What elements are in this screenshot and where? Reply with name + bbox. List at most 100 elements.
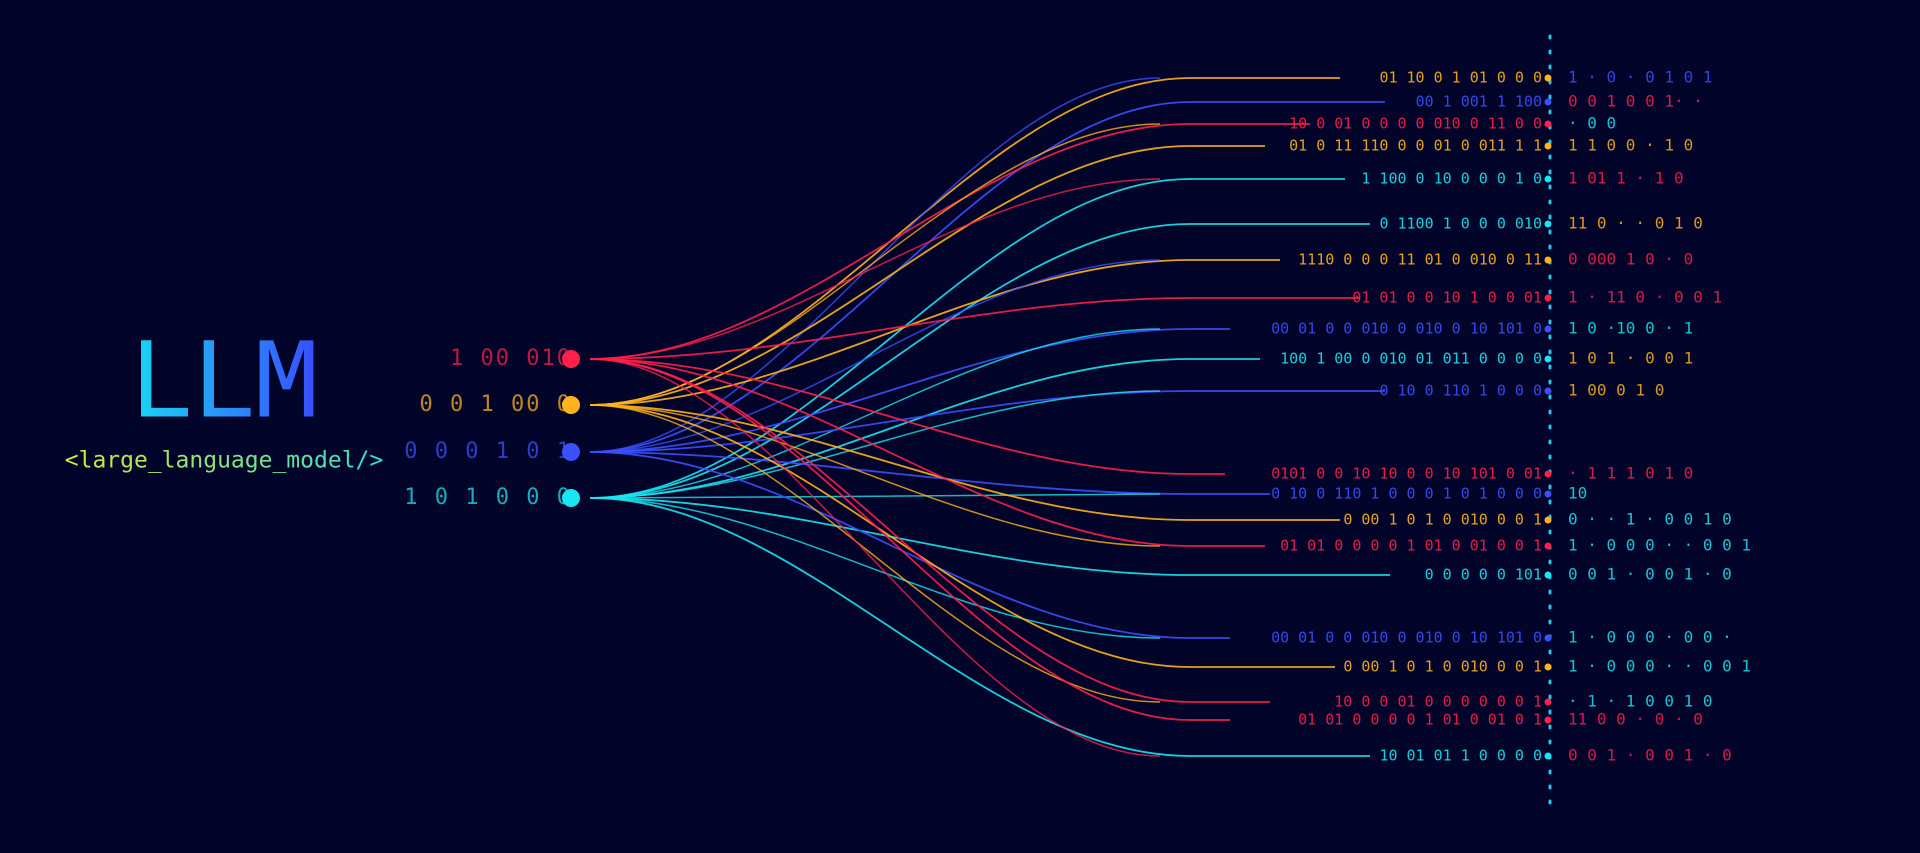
connection <box>589 404 1161 703</box>
stream-scatter: · 0 0 <box>1568 114 1616 133</box>
stream-bits: 01 10 0 1 01 0 0 0 <box>1379 69 1542 87</box>
stream-bits: 01 01 0 0 0 0 1 01 0 01 0 1 <box>1298 711 1542 729</box>
input-node <box>562 350 580 368</box>
stream-dot <box>1544 120 1552 128</box>
stream-scatter: 10 <box>1568 484 1587 503</box>
stream-bits: 01 0 11 110 0 0 01 0 011 1 1 <box>1289 137 1542 155</box>
stream-dot <box>1544 470 1552 478</box>
stream-scatter: 1 · 0 0 0 · · 0 0 1 <box>1568 536 1751 555</box>
connection <box>589 404 1161 547</box>
stream-bits: 0 10 0 110 1 0 0 0 1 0 1 0 0 0 <box>1271 485 1542 503</box>
connection <box>589 497 1370 757</box>
connection <box>589 358 1230 721</box>
connection <box>589 497 1390 576</box>
stream-bits: 10 0 01 0 0 0 0 010 0 11 0 0 <box>1289 115 1542 133</box>
stream-scatter: · 1 · 1 0 0 1 0 <box>1568 692 1713 711</box>
connection <box>589 328 1230 453</box>
stream-scatter: 1 01 1 · 1 0 <box>1568 169 1684 188</box>
stream-dot <box>1544 663 1552 671</box>
stream-bits: 0 10 0 110 1 0 0 0 <box>1379 382 1542 400</box>
stream-scatter: 1 · 0 0 0 · 0 0 · <box>1568 628 1732 647</box>
stream-bits: 0 00 1 0 1 0 010 0 0 1 <box>1343 658 1542 676</box>
stream-scatter: 11 0 · · 0 1 0 <box>1568 214 1703 233</box>
stream-bits: 0 00 1 0 1 0 010 0 0 1 <box>1343 511 1542 529</box>
stream-scatter: 1 0 ·10 0 · 1 <box>1568 319 1693 338</box>
stream-dot <box>1544 634 1552 642</box>
stream-bits: 10 01 01 1 0 0 0 0 <box>1379 747 1542 765</box>
stream-bits: 0 1100 1 0 0 0 010 <box>1379 215 1542 233</box>
stream-bits: 1 100 0 10 0 0 0 1 0 <box>1361 170 1542 188</box>
stream-dot <box>1544 355 1552 363</box>
connection <box>589 358 1265 547</box>
stream-scatter: 1 · 11 0 · 0 0 1 <box>1568 288 1722 307</box>
stream-dot <box>1544 490 1552 498</box>
stream-dot <box>1544 294 1552 302</box>
connection <box>589 259 1280 406</box>
stream-scatter: 0 0 1 0 0 1· · <box>1568 92 1703 111</box>
input-bits: 0 0 1 00 0 <box>420 392 572 417</box>
stream-scatter: 0 0 1 · 0 0 1 · 0 <box>1568 746 1732 765</box>
stream-bits: 100 1 00 0 010 01 011 0 0 0 0 <box>1280 350 1542 368</box>
connection <box>589 358 1161 757</box>
stream-scatter: 1 · 0 0 0 · · 0 0 1 <box>1568 657 1751 676</box>
stream-dot <box>1544 325 1552 333</box>
stream-bits: 0101 0 0 10 10 0 0 10 101 0 01 <box>1271 465 1542 483</box>
title: LLM <box>130 319 318 441</box>
stream-dot <box>1544 220 1552 228</box>
stream-dot <box>1544 387 1552 395</box>
connection <box>589 404 1335 668</box>
stream-bits: 00 01 0 0 010 0 010 0 10 101 0 <box>1271 320 1542 338</box>
stream-dot <box>1544 516 1552 524</box>
stream-scatter: 0 · · 1 · 0 0 1 0 <box>1568 510 1732 529</box>
stream-scatter: 11 0 0 · 0 · 0 <box>1568 710 1703 729</box>
stream-dot <box>1544 752 1552 760</box>
connection <box>589 358 1260 499</box>
stream-dot <box>1544 175 1552 183</box>
connection <box>589 178 1345 499</box>
stream-bits: 00 01 0 0 010 0 010 0 10 101 0 <box>1271 629 1542 647</box>
stream-dot <box>1544 256 1552 264</box>
connection <box>589 404 1340 521</box>
input-node <box>562 489 580 507</box>
connections <box>589 77 1390 757</box>
stream-scatter: 1 0 1 · 0 0 1 <box>1568 349 1693 368</box>
stream-bits: 10 0 0 01 0 0 0 0 0 0 1 <box>1334 693 1542 711</box>
input-bits: 1 0 1 0 0 0 <box>404 485 572 510</box>
stream-scatter: 0 000 1 0 · 0 <box>1568 250 1693 269</box>
stream-scatter: · 1 1 1 0 1 0 <box>1568 464 1693 483</box>
input-bits: 0 0 0 1 0 1 <box>404 439 572 464</box>
connection <box>589 328 1161 499</box>
connection <box>589 358 1225 475</box>
connection <box>589 297 1360 360</box>
stream-dot <box>1544 542 1552 550</box>
stream-bits: 00 1 001 1 100 <box>1416 93 1542 111</box>
stream-scatter: 0 0 1 · 0 0 1 · 0 <box>1568 565 1732 584</box>
connection <box>589 123 1310 360</box>
stream-bits: 1110 0 0 0 11 01 0 010 0 11 <box>1298 251 1542 269</box>
connection <box>589 451 1270 495</box>
connection <box>589 493 1161 499</box>
connection <box>589 259 1161 453</box>
stream-dot <box>1544 98 1552 106</box>
stream-dot <box>1544 74 1552 82</box>
stream-bits: 0 0 0 0 0 101 <box>1425 566 1542 584</box>
connection <box>589 358 1270 703</box>
stream-dot <box>1544 571 1552 579</box>
connection <box>589 145 1265 406</box>
stream-dot <box>1544 716 1552 724</box>
input-bits: 1 00 010 <box>450 346 572 371</box>
connection <box>589 123 1161 406</box>
input-node <box>562 396 580 414</box>
connection <box>589 497 1161 639</box>
stream-dot <box>1544 142 1552 150</box>
stream-scatter: 1 · 0 · 0 1 0 1 <box>1568 68 1713 87</box>
stream-scatter: 1 00 0 1 0 <box>1568 381 1664 400</box>
connection <box>589 223 1370 499</box>
input-node <box>562 443 580 461</box>
stream-bits: 01 01 0 0 0 0 1 01 0 01 0 0 1 <box>1280 537 1542 555</box>
stream-dot <box>1544 698 1552 706</box>
connection <box>589 178 1161 360</box>
stream-bits: 01 01 0 0 10 1 0 0 01 <box>1352 289 1542 307</box>
